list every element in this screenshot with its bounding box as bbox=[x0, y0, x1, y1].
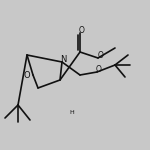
Text: O: O bbox=[97, 51, 103, 60]
Text: O: O bbox=[96, 65, 101, 74]
Text: O: O bbox=[24, 70, 30, 80]
Text: H: H bbox=[70, 110, 74, 114]
Text: N: N bbox=[60, 54, 67, 63]
Text: O: O bbox=[79, 26, 84, 35]
